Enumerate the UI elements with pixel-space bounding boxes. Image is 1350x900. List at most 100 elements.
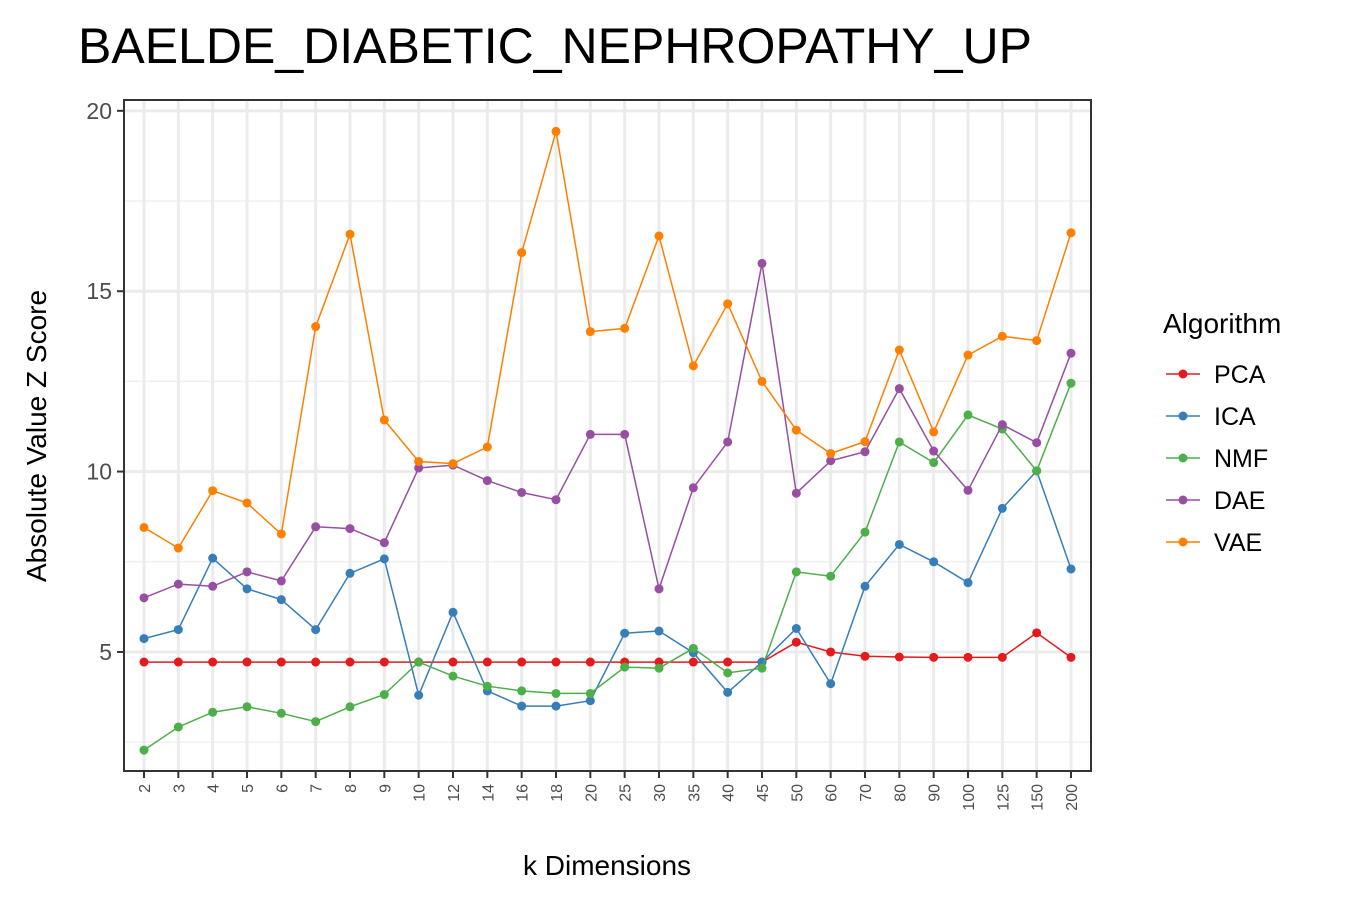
data-point	[517, 248, 527, 258]
data-point	[311, 322, 321, 332]
data-point	[517, 701, 527, 711]
series-line	[143, 131, 1072, 550]
data-point	[894, 652, 904, 662]
data-point	[688, 643, 698, 653]
x-tick-label: 200	[1064, 784, 1081, 811]
data-point	[208, 486, 218, 496]
data-point	[860, 651, 870, 661]
data-point	[139, 634, 149, 644]
data-point	[963, 578, 973, 588]
x-tick-label: 5	[240, 784, 257, 793]
x-axis-title: k Dimensions	[523, 850, 691, 881]
data-point	[791, 624, 801, 634]
data-point	[345, 524, 355, 534]
data-point	[311, 625, 321, 635]
x-axis: 2 3 4 5 6 7 8 9 10 12 14 16 18 20 25 30 35 40 45 50 60 70 80 90…	[137, 771, 1081, 811]
legend-title: Algorithm	[1163, 308, 1281, 339]
data-point	[414, 463, 424, 473]
y-axis-title: Absolute Value Z Score	[21, 290, 52, 582]
y-tick-label: 15	[86, 278, 112, 304]
data-point	[791, 637, 801, 647]
x-tick-label: 100	[961, 784, 978, 811]
x-tick-label: 60	[824, 784, 841, 802]
data-point	[1066, 378, 1076, 388]
data-point	[311, 522, 321, 532]
data-point	[242, 498, 252, 508]
data-point	[414, 690, 424, 700]
data-point	[963, 410, 973, 420]
x-tick-label: 150	[1030, 784, 1047, 811]
data-point	[551, 657, 561, 667]
x-tick-label: 20	[583, 784, 600, 802]
data-point	[448, 657, 458, 667]
data-point	[208, 581, 218, 591]
x-tick-label: 12	[446, 784, 463, 802]
data-point	[929, 652, 939, 662]
x-tick-label: 14	[480, 784, 497, 802]
data-point	[414, 456, 424, 466]
data-point	[379, 657, 389, 667]
data-point	[242, 584, 252, 594]
data-point	[208, 553, 218, 563]
data-point	[448, 459, 458, 469]
data-point	[517, 686, 527, 696]
data-point	[654, 663, 664, 673]
data-point	[620, 323, 630, 333]
x-tick-label: 16	[515, 784, 532, 802]
data-point	[379, 554, 389, 564]
series-dae	[139, 258, 1076, 603]
data-point	[894, 345, 904, 355]
legend-item-pca: PCA	[1214, 361, 1266, 389]
data-point	[1032, 628, 1042, 638]
x-tick-label: 40	[721, 784, 738, 802]
data-point	[620, 662, 630, 672]
x-tick-label: 2	[137, 784, 154, 793]
data-point	[826, 571, 836, 581]
legend-item-vae: VAE	[1214, 529, 1262, 557]
data-point	[379, 538, 389, 548]
data-point	[826, 679, 836, 689]
grid	[124, 100, 1091, 771]
data-point	[482, 442, 492, 452]
x-tick-label: 90	[927, 784, 944, 802]
data-point	[929, 446, 939, 456]
series-group	[139, 126, 1076, 755]
data-point	[379, 415, 389, 425]
data-point	[551, 688, 561, 698]
x-tick-label: 125	[995, 784, 1012, 811]
data-point	[139, 593, 149, 603]
legend-key-point	[1178, 495, 1188, 505]
data-point	[860, 581, 870, 591]
data-point	[517, 487, 527, 497]
data-point	[791, 488, 801, 498]
legend-key-point	[1178, 537, 1188, 547]
data-point	[1032, 466, 1042, 476]
data-point	[860, 527, 870, 537]
data-point	[173, 722, 183, 732]
data-point	[414, 657, 424, 667]
data-point	[1032, 336, 1042, 346]
chart-title: BAELDE_DIABETIC_NEPHROPATHY_UP	[78, 18, 1032, 74]
data-point	[551, 701, 561, 711]
data-point	[894, 384, 904, 394]
x-tick-label: 70	[858, 784, 875, 802]
series-vae	[139, 126, 1076, 553]
legend-item-dae: DAE	[1214, 487, 1265, 515]
data-point	[620, 628, 630, 638]
data-point	[688, 361, 698, 371]
data-point	[757, 258, 767, 268]
data-point	[997, 503, 1007, 513]
data-point	[345, 657, 355, 667]
data-point	[929, 557, 939, 567]
x-tick-label: 30	[652, 784, 669, 802]
data-point	[482, 657, 492, 667]
data-point	[139, 745, 149, 755]
legend-key-point	[1178, 411, 1188, 421]
data-point	[894, 539, 904, 549]
data-point	[791, 425, 801, 435]
data-point	[997, 420, 1007, 430]
data-point	[311, 717, 321, 727]
data-point	[688, 483, 698, 493]
x-tick-label: 25	[618, 784, 635, 802]
x-tick-label: 3	[171, 784, 188, 793]
